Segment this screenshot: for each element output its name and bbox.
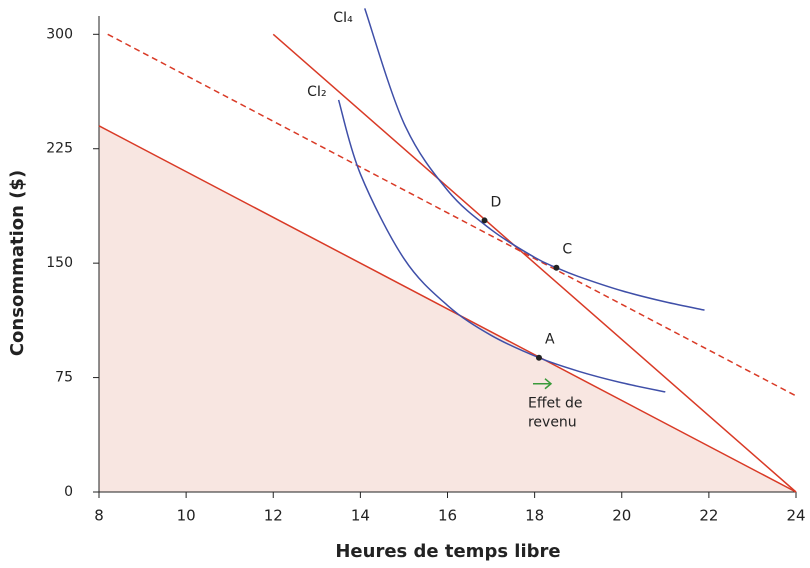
y-axis-title: Consommation ($) [7,170,28,356]
point-label: A [545,332,555,348]
x-tick-label: 24 [786,507,805,525]
y-tick-label: 0 [64,484,73,500]
indifference-curve [364,8,705,311]
x-tick-label: 8 [94,507,104,525]
x-tick-label: 16 [438,507,457,525]
point-label: D [491,194,502,210]
annotation-text: Effet de [528,396,583,412]
y-tick-label: 75 [55,370,73,386]
y-tick-label: 225 [46,141,73,157]
y-tick-label: 150 [46,255,73,271]
curve-label: CI₄ [333,10,353,26]
annotation-text: revenu [528,415,577,431]
point [481,217,488,224]
point-label: C [562,242,572,258]
x-tick-label: 18 [525,507,544,525]
x-tick-label: 12 [264,507,283,525]
x-tick-label: 14 [351,507,370,525]
x-axis-title: Heures de temps libre [335,541,560,562]
budget-line [272,33,797,493]
budget-line [98,125,797,493]
indifference-curve [337,99,666,393]
x-tick-label: 20 [612,507,631,525]
annotation-arrow [532,378,553,390]
point [535,354,542,361]
point [553,264,560,271]
curve-label: CI₂ [307,84,327,100]
y-tick-label: 300 [46,26,73,42]
x-tick-label: 22 [699,507,718,525]
x-tick-label: 10 [177,507,196,525]
